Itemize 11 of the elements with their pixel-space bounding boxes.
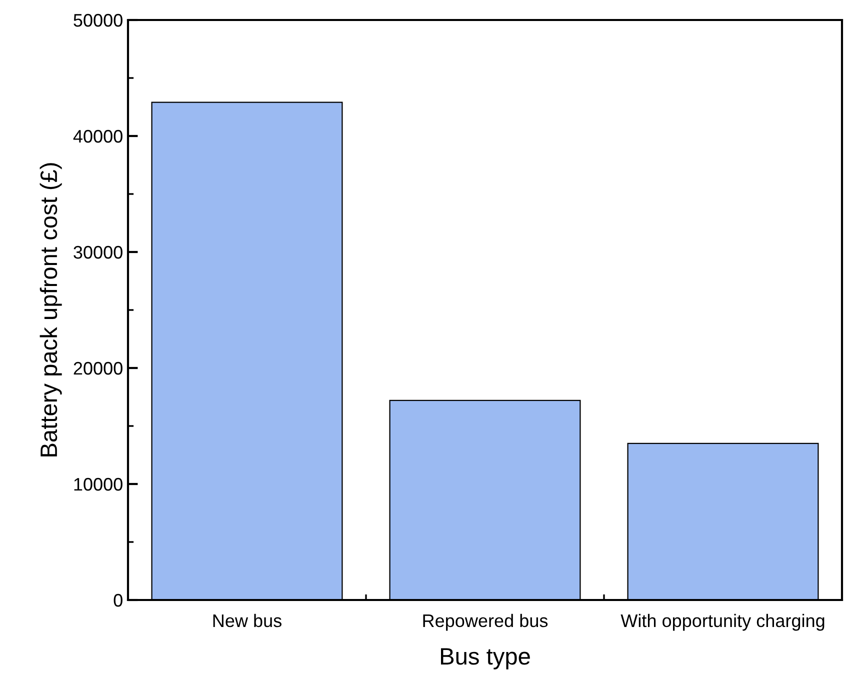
y-tick-label: 30000 <box>74 246 122 259</box>
y-tick-label: 40000 <box>73 130 122 143</box>
y-tick-label: 20000 <box>74 362 122 375</box>
y-tick-label: 0 <box>114 594 122 607</box>
x-tick-label: New bus <box>213 614 282 628</box>
y-tick-label: 50000 <box>74 14 122 27</box>
y-tick-label: 10000 <box>74 478 122 491</box>
y-axis-title: Battery pack upfront cost (£) <box>40 163 62 456</box>
x-tick-label: With opportunity charging <box>620 614 824 631</box>
x-axis-title: Bus type <box>441 648 530 670</box>
x-tick-label: Repowered bus <box>423 614 548 631</box>
